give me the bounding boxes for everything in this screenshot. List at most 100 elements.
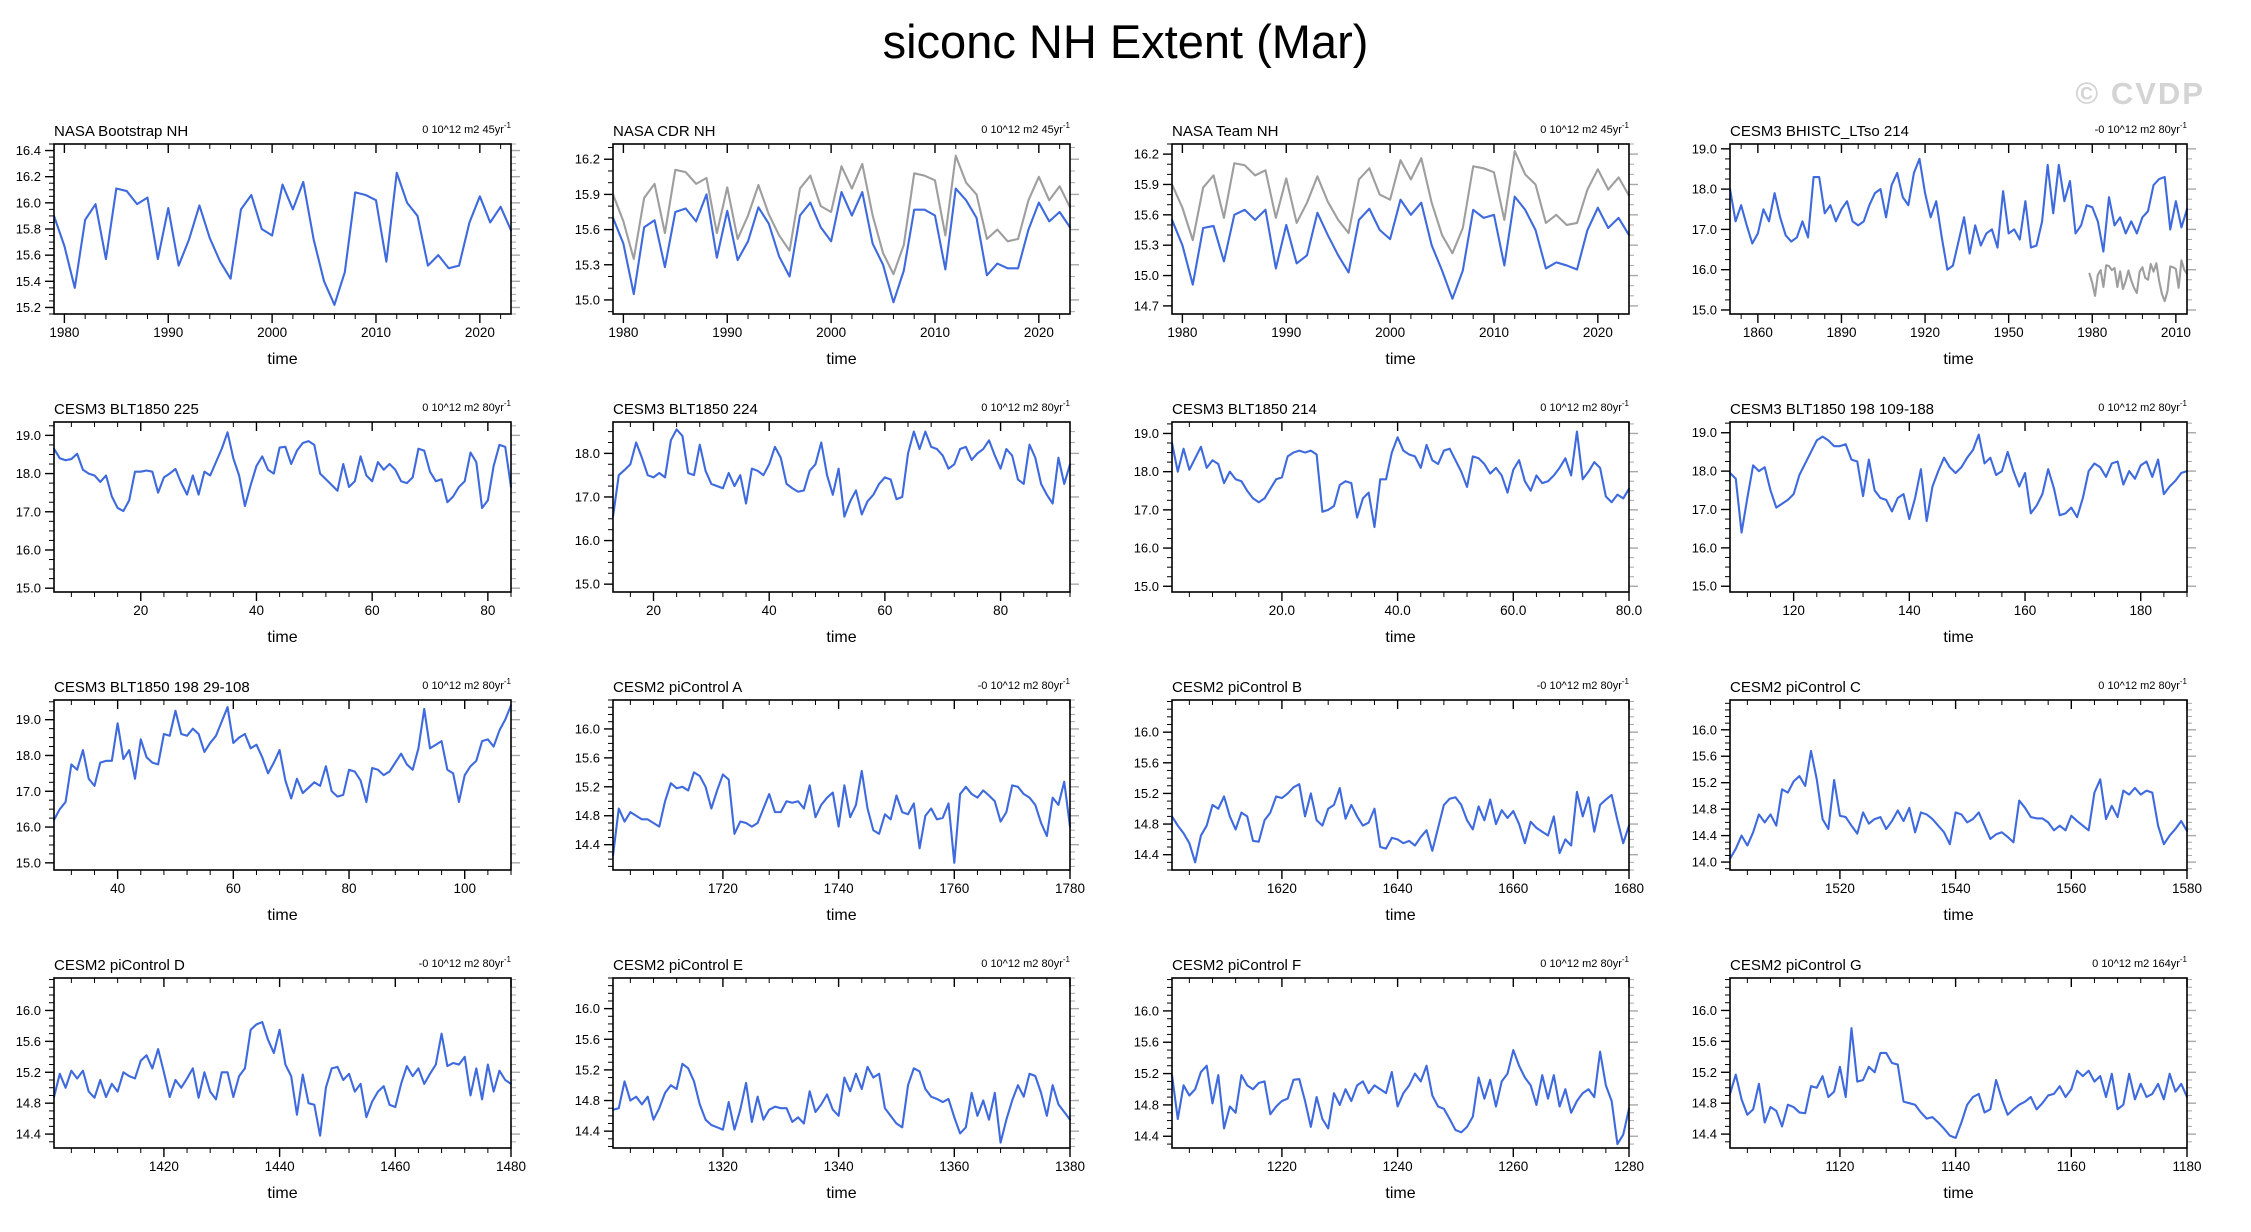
- x-axis-label: time: [1944, 1185, 1974, 1202]
- y-tick-label: 15.3: [1133, 238, 1158, 253]
- x-tick-label: 2000: [1375, 325, 1405, 340]
- y-tick-label: 18.0: [574, 446, 599, 461]
- x-axis-label: time: [1385, 629, 1415, 646]
- y-tick-label: 16.0: [1133, 1003, 1158, 1018]
- y-tick-label: 15.0: [574, 292, 599, 307]
- x-tick-label: 1160: [2057, 1159, 2086, 1174]
- x-tick-label: 80.0: [1615, 603, 1641, 618]
- x-tick-label: 1180: [2173, 1159, 2202, 1174]
- cvdp-watermark: © CVDP: [2075, 76, 2205, 111]
- x-tick-label: 1220: [1266, 1159, 1296, 1174]
- y-tick-label: 18.0: [1692, 464, 1717, 479]
- x-tick-label: 1280: [1613, 1159, 1643, 1174]
- y-tick-label: 17.0: [1692, 502, 1717, 517]
- y-tick-label: 14.4: [1692, 1127, 1717, 1142]
- series-line-blue: [52, 1021, 513, 1137]
- x-tick-label: 2000: [257, 325, 287, 340]
- y-tick-label: 16.0: [1692, 540, 1717, 555]
- x-tick-label: 80: [993, 603, 1008, 618]
- x-tick-label: 1560: [2057, 881, 2087, 896]
- y-tick-label: 17.0: [1133, 502, 1158, 517]
- trend-label: 0 10^12 m2 80yr-1: [1540, 399, 1629, 414]
- plot-frame: [1170, 421, 1630, 593]
- x-tick-label: 1580: [2172, 881, 2202, 896]
- panel-cesm2-picontrol-f: CESM2 piControl F 0 10^12 m2 80yr-1 1220 12…: [1133, 955, 1643, 1202]
- plot-frame: [1170, 699, 1630, 871]
- panel-cesm3-blt1850-225: CESM3 BLT1850 225 0 10^12 m2 80yr-1 20 40 60…: [16, 399, 520, 646]
- x-axis-label: time: [1944, 629, 1974, 646]
- y-tick-label: 14.0: [1692, 855, 1717, 870]
- panel-cesm2-picontrol-e: CESM2 piControl E 0 10^12 m2 80yr-1 1320 13…: [574, 955, 1084, 1202]
- x-tick-label: 1640: [1382, 881, 1412, 896]
- x-tick-label: 40: [110, 881, 125, 896]
- y-tick-label: 15.6: [1133, 755, 1158, 770]
- panel-cesm3-blt1850-198-29-108: CESM3 BLT1850 198 29-108 0 10^12 m2 80yr-…: [16, 677, 520, 924]
- x-tick-label: 1120: [1826, 1159, 1855, 1174]
- panel-cesm2-picontrol-a: CESM2 piControl A -0 10^12 m2 80yr-1 1720 1…: [574, 677, 1085, 924]
- trend-label: 0 10^12 m2 80yr-1: [981, 955, 1070, 970]
- plot-frame: [1729, 977, 2189, 1149]
- y-tick-label: 18.0: [16, 748, 41, 763]
- panel-title: CESM2 piControl E: [613, 957, 743, 974]
- x-tick-label: 80: [480, 603, 495, 618]
- x-tick-label: 1780: [1055, 881, 1085, 896]
- y-tick-label: 15.2: [1692, 1065, 1717, 1080]
- y-tick-label: 15.6: [1133, 1035, 1158, 1050]
- series-line-gray: [2088, 259, 2189, 303]
- series-line-blue: [611, 1062, 1071, 1144]
- panel-title: NASA Team NH: [1172, 123, 1278, 140]
- page-title: siconc NH Extent (Mar): [882, 15, 1369, 68]
- plot-frame: [1729, 699, 2189, 871]
- y-tick-label: 16.0: [574, 533, 599, 548]
- trend-label: -0 10^12 m2 80yr-1: [419, 955, 512, 970]
- y-tick-label: 15.2: [574, 779, 599, 794]
- series-line-blue: [611, 187, 1071, 304]
- panel-cesm3-blt1850-224: CESM3 BLT1850 224 0 10^12 m2 80yr-1 20 40 60…: [574, 399, 1079, 646]
- y-tick-label: 17.0: [16, 504, 41, 519]
- x-tick-label: 2010: [920, 325, 950, 340]
- series-line-blue: [1170, 1049, 1630, 1146]
- x-tick-label: 1920: [1910, 325, 1940, 340]
- y-tick-label: 14.8: [1692, 1096, 1717, 1111]
- x-axis-label: time: [826, 629, 856, 646]
- series-line-blue: [1170, 430, 1630, 529]
- y-tick-label: 14.4: [1692, 828, 1717, 843]
- x-tick-label: 40.0: [1384, 603, 1410, 618]
- trend-label: 0 10^12 m2 45yr-1: [981, 121, 1070, 136]
- trend-label: 0 10^12 m2 80yr-1: [1540, 955, 1629, 970]
- panel-cesm2-picontrol-g: CESM2 piControl G 0 10^12 m2 164yr-1 1120 1…: [1692, 955, 2202, 1202]
- series-line-blue: [1729, 433, 2189, 534]
- plot-frame: [1729, 143, 2189, 315]
- x-tick-label: 140: [1898, 603, 1921, 618]
- y-tick-label: 15.0: [1133, 268, 1158, 283]
- y-tick-label: 16.0: [1692, 262, 1717, 277]
- plot-frame: [611, 421, 1071, 593]
- y-tick-label: 16.0: [16, 542, 41, 557]
- x-axis-label: time: [1944, 351, 1974, 368]
- trend-label: 0 10^12 m2 80yr-1: [2099, 677, 2188, 692]
- plot-frame: [53, 421, 512, 593]
- panel-cesm2-picontrol-c: CESM2 piControl C 0 10^12 m2 80yr-1 1520 15…: [1692, 677, 2202, 924]
- y-tick-label: 16.4: [16, 143, 41, 158]
- panel-cesm3-blt1850-214: CESM3 BLT1850 214 0 10^12 m2 80yr-1 20.0 40…: [1133, 399, 1641, 646]
- y-tick-label: 17.0: [1692, 222, 1717, 237]
- series-line-blue: [52, 704, 513, 821]
- y-tick-label: 18.0: [1133, 464, 1158, 479]
- x-tick-label: 2020: [1582, 325, 1612, 340]
- x-tick-label: 1480: [496, 1159, 526, 1174]
- x-tick-label: 1990: [153, 325, 183, 340]
- x-tick-label: 20: [133, 603, 148, 618]
- x-axis-label: time: [1385, 351, 1415, 368]
- x-tick-label: 1980: [608, 325, 638, 340]
- x-tick-label: 1460: [380, 1159, 410, 1174]
- panel-title: NASA CDR NH: [613, 123, 716, 140]
- x-axis-label: time: [267, 629, 297, 646]
- y-tick-label: 14.4: [1133, 1129, 1158, 1144]
- x-tick-label: 1660: [1498, 881, 1528, 896]
- x-tick-label: 1140: [1941, 1159, 1970, 1174]
- y-tick-label: 15.0: [16, 581, 41, 596]
- x-tick-label: 1760: [939, 881, 969, 896]
- y-tick-label: 15.4: [16, 274, 41, 289]
- x-tick-label: 1980: [1167, 325, 1197, 340]
